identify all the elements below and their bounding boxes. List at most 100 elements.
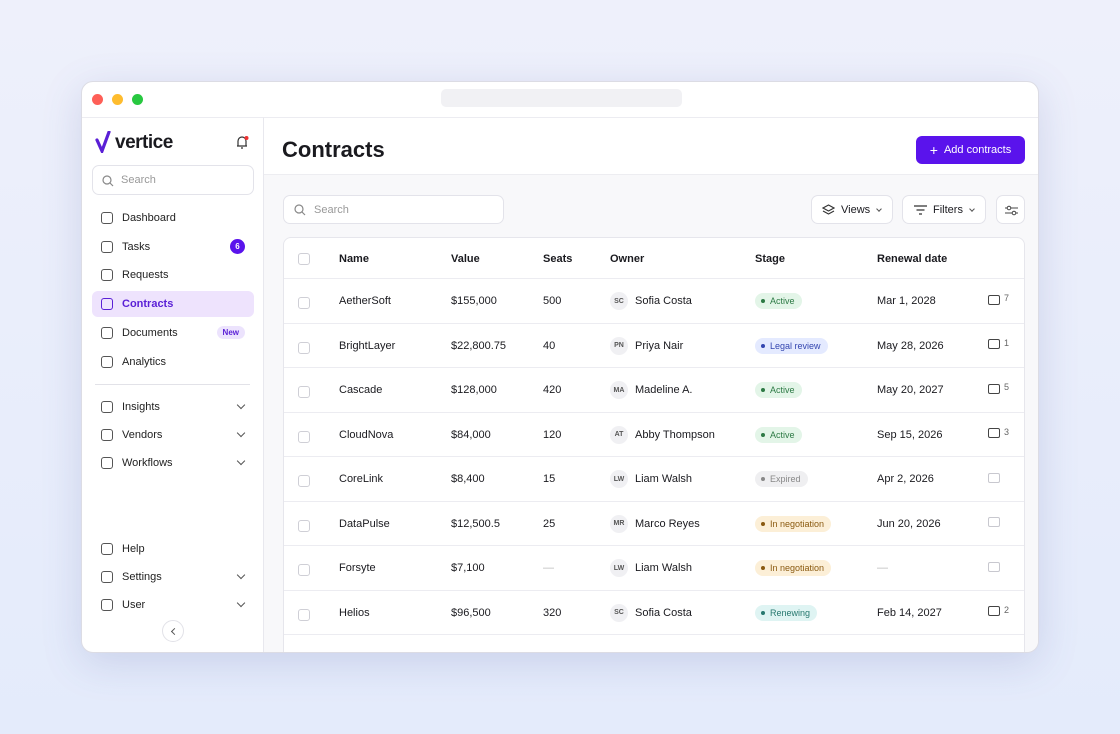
sidebar-search[interactable]: Search [92,165,254,195]
contract-seats: 320 [543,606,562,619]
contract-seats: — [543,562,554,574]
comments[interactable] [988,546,1000,590]
nav-item[interactable]: Documents New [92,320,254,346]
nav-item[interactable]: Vendors [92,422,254,448]
table-row[interactable]: BrightLayer $22,800.75 40 PN Priya Nair Legal… [284,324,1024,368]
column-header[interactable]: Value [451,252,480,265]
contract-value: $12,500.5 [451,517,500,530]
contract-seats: 120 [543,428,562,441]
stage-cell: Renewing [755,591,818,635]
stage-cell: In negotiation [755,502,832,546]
nav-item[interactable]: Insights [92,394,254,420]
comments[interactable]: 5 [988,368,1009,412]
contract-name: DataPulse [339,517,390,530]
nav-label: Insights [122,401,160,413]
select-all-checkbox[interactable] [298,253,310,265]
comment-count: 2 [1004,604,1010,615]
collapse-button[interactable] [162,620,184,642]
nav-icon [101,269,113,282]
comment-icon [988,383,1000,394]
nav-item[interactable]: Help [92,536,254,562]
table-row[interactable]: Cascade $128,000 420 MA Madeline A. Active May… [284,368,1024,413]
renewal-date: — [877,562,888,574]
table-row[interactable]: CoreLink $8,400 15 LW Liam Walsh Expired Apr 2… [284,457,1024,502]
comment-icon [988,472,1000,483]
nav-item[interactable]: Settings [92,564,254,590]
column-header[interactable]: Renewal date [877,252,948,265]
nav-icon [101,401,113,413]
row-checkbox[interactable] [298,608,310,621]
owner-name: Marco Reyes [635,517,700,530]
table-row[interactable]: Forsyte $7,100 — LW Liam Walsh In negotiation… [284,546,1024,591]
table-row[interactable]: CloudNova $84,000 120 AT Abby Thompson Active… [284,413,1024,457]
nav-item[interactable]: Contracts [92,291,254,318]
nav-label: Vendors [122,429,163,441]
settings-button[interactable] [996,195,1025,224]
row-checkbox[interactable] [298,519,310,532]
add-button[interactable]: + Add contracts [916,136,1025,164]
stage-pill: In negotiation [755,560,832,576]
table-row[interactable]: AetherSoft $155,000 500 SC Sofia Costa Active… [284,279,1024,324]
nav-item[interactable]: Analytics [92,349,254,375]
logo-text: vertice [115,132,173,153]
zoom-dot[interactable] [132,94,143,105]
nav-item[interactable]: User [92,592,254,618]
owner-name: Sofia Costa [635,295,692,307]
contract-name: Helios [339,606,370,619]
minimize-dot[interactable] [112,94,123,105]
chevron [236,400,246,410]
nav-item[interactable]: Workflows [92,450,254,476]
renewal-date: Jun 20, 2026 [877,517,941,530]
column-header[interactable]: Name [339,252,369,265]
table-row[interactable]: Helios $96,500 320 SC Sofia Costa Renewing Feb… [284,591,1024,635]
comment-icon [988,428,1000,438]
nav-item[interactable]: Tasks 6 [92,234,254,260]
nav-item[interactable]: Requests [92,262,254,288]
contract-name: BrightLayer [339,339,396,352]
renewal-date: Sep 15, 2026 [877,428,943,441]
table-search[interactable]: Search [283,195,504,224]
address-bar[interactable] [441,89,682,107]
nav-icon [101,429,113,441]
contract-seats: 500 [543,295,562,307]
owner-avatar: SC [610,292,628,310]
owner-avatar: LW [610,470,628,488]
nav-label: Analytics [122,355,167,368]
owner-avatar: PN [610,336,628,355]
table-row[interactable]: DataPulse $12,500.5 25 MR Marco Reyes In nego… [284,502,1024,546]
nav-icon [101,355,113,368]
add-button-label: Add contracts [943,144,1012,156]
column-header[interactable]: Seats [543,252,573,265]
comment-icon [988,606,1000,616]
logo-mark [95,131,111,153]
comments[interactable] [988,502,1000,546]
sidebar: vertice Search Dashboard Tasks 6 Requests Co… [82,117,264,652]
row-checkbox[interactable] [298,430,310,443]
comments[interactable]: 2 [988,591,1009,635]
column-header[interactable]: Stage [755,252,785,265]
comments[interactable]: 1 [988,324,1009,368]
contract-seats: 420 [543,384,562,396]
views-button[interactable]: Views [811,195,893,224]
row-checkbox[interactable] [298,475,310,487]
nav-item[interactable]: Dashboard [92,205,254,231]
row-checkbox[interactable] [298,341,310,354]
table-header: Name Value Seats Owner Stage Renewal date [284,238,1024,279]
filters-button[interactable]: Filters [902,195,986,224]
header: Contracts + Add contracts [264,118,1038,175]
column-header[interactable]: Owner [610,252,645,265]
row-checkbox[interactable] [298,564,310,576]
notifications-bell[interactable] [235,135,249,150]
owner-name: Liam Walsh [635,562,693,574]
comments[interactable]: 7 [988,279,1009,323]
comment-icon [988,517,1000,527]
row-checkbox[interactable] [298,297,310,309]
owner-avatar: MA [610,381,628,399]
close-dot[interactable] [92,94,103,105]
owner-avatar: AT [610,425,628,444]
row-checkbox[interactable] [298,386,310,398]
comments[interactable] [988,457,1000,501]
filters-label: Filters [933,203,963,216]
comments[interactable]: 3 [988,413,1009,457]
